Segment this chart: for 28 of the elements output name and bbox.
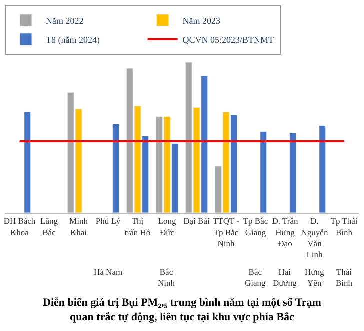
x-tick-label: TTQT - Tp Bắc Ninh [212,216,240,248]
text: Thái Bình [336,267,354,288]
bar [260,131,268,213]
legend-label: Năm 2023 [182,16,221,26]
x-tick-label: Phủ Lý [96,216,122,226]
text: Bắc Ninh [158,267,176,288]
text: Hưng Yên [305,267,325,288]
x-tick-label: Tp Thái Bình [330,216,358,238]
x-tick-label: Tp Bắc Giang [243,216,268,238]
bar [290,132,297,213]
text: Hà Nam [94,267,123,277]
x-tick-label: Minh Khai [70,216,89,238]
text: Bắc Giang [245,267,267,288]
bar [24,112,32,213]
bar [319,125,326,213]
x-tick-label: Lăng Bác [40,216,59,238]
text: Diễn biến giá trị Bụi PM₂,₅ trung bình năm tại một số Trạm quan trắc tự động, liên tục tại khu vực phía Bắc [43,297,322,324]
legend-label: QCVN 05:2023/BTNMT [182,34,275,45]
x-tick-label: Đ. Nguyễn Văn Linh [301,216,329,260]
legend-label: Năm 2022 [46,16,84,26]
x-tick-label: Long Đức [158,216,177,238]
legend-label: T8 (năm 2024) [46,34,100,45]
x-tick-label: ĐH Bách Khoa [4,216,36,238]
x-tick-label: Thị trấn Hồ [124,216,151,238]
x-tick-label: Đ. Trần Hưng Đạo [272,216,299,248]
x-tick-label: Đại Bái [184,216,210,226]
text: Hải Dương [273,267,298,288]
bar [112,124,120,213]
